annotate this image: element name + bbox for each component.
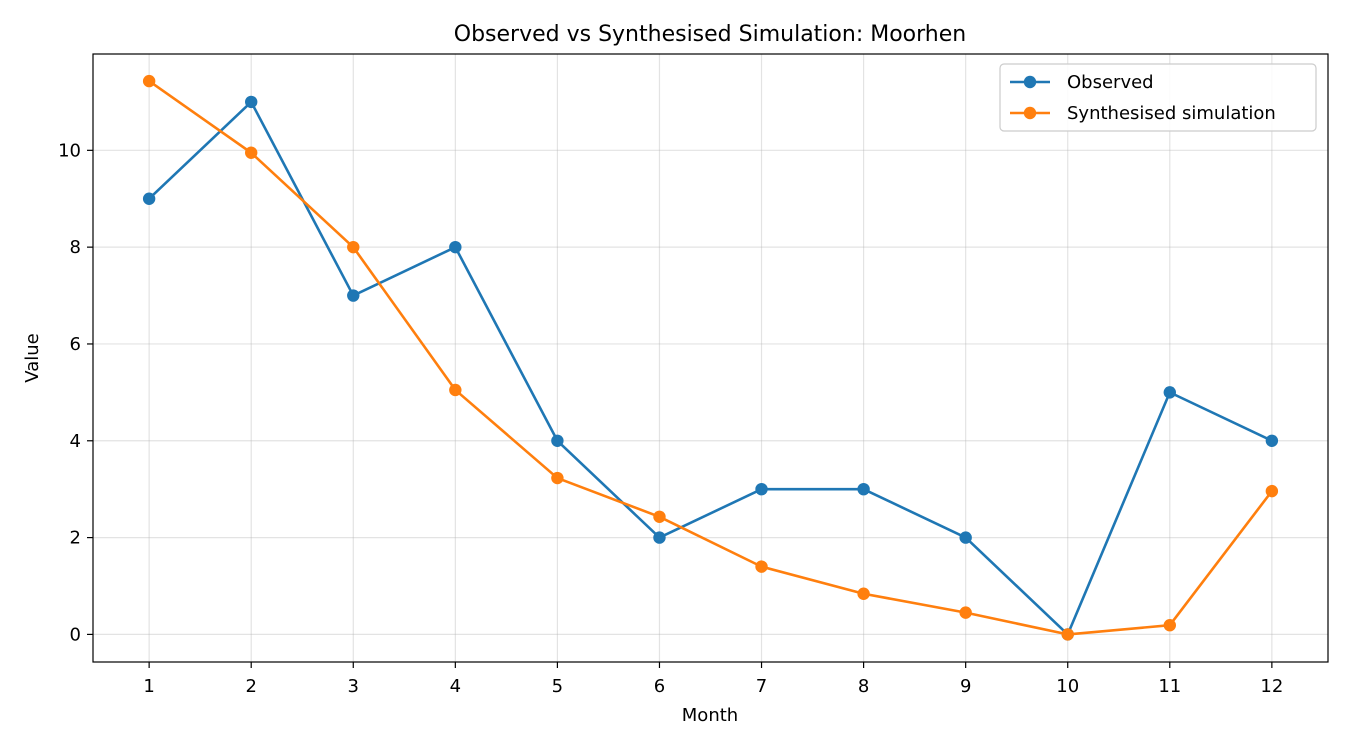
legend-item: Synthesised simulation (1010, 103, 1276, 124)
legend-box (999, 63, 1317, 132)
data-point (653, 510, 666, 523)
data-point (653, 531, 666, 544)
x-tick-label: 7 (756, 676, 767, 697)
x-axis-ticks: 1 2 3 4 5 6 7 8 9 10 11 12 (143, 662, 1283, 697)
y-tick-label: 2 (70, 528, 81, 549)
x-tick-label: 1 (143, 676, 154, 697)
y-tick-label: 8 (70, 237, 81, 258)
data-point (959, 606, 972, 619)
series-line (148, 80, 1273, 636)
data-point (1061, 628, 1074, 641)
data-point (755, 560, 768, 573)
x-tick-label: 8 (858, 676, 869, 697)
x-tick-label: 6 (654, 676, 665, 697)
legend-label: Observed (1067, 72, 1154, 93)
x-axis-label: Month (682, 705, 738, 726)
data-point (1163, 619, 1176, 632)
x-tick-label: 9 (960, 676, 971, 697)
legend-label: Synthesised simulation (1067, 103, 1276, 124)
data-point (449, 240, 462, 254)
y-axis-ticks: 0 2 4 6 8 10 (58, 140, 93, 645)
series-layer (142, 74, 1279, 641)
data-point (245, 95, 258, 109)
data-point (347, 289, 360, 302)
data-point (959, 531, 972, 544)
x-tick-label: 5 (552, 676, 563, 697)
y-tick-label: 10 (58, 140, 81, 161)
data-point (551, 471, 564, 485)
x-tick-label: 12 (1260, 676, 1283, 697)
data-point (245, 146, 258, 159)
y-tick-label: 0 (70, 624, 81, 645)
legend: Observed Synthesised simulation (999, 63, 1317, 132)
y-axis-label: Value (22, 333, 43, 382)
plot-area-frame (92, 53, 1329, 663)
x-tick-label: 3 (348, 676, 359, 697)
data-point (551, 434, 564, 447)
x-tick-label: 10 (1056, 676, 1079, 697)
x-tick-label: 4 (450, 676, 461, 697)
data-point (857, 587, 870, 600)
data-point (1265, 434, 1279, 447)
data-point (449, 383, 462, 397)
legend-marker (1023, 106, 1037, 120)
legend-marker (1023, 75, 1037, 89)
series-line (148, 100, 1273, 636)
y-tick-label: 4 (70, 431, 81, 452)
data-point (1163, 386, 1176, 399)
x-tick-label: 11 (1158, 676, 1181, 697)
grid (93, 54, 1328, 662)
legend-item: Observed (1010, 72, 1154, 93)
x-tick-label: 2 (245, 676, 256, 697)
y-tick-label: 6 (70, 334, 81, 355)
chart-title: Observed vs Synthesised Simulation: Moor… (454, 22, 966, 47)
data-point (1265, 484, 1279, 498)
data-point (755, 482, 768, 496)
data-point (347, 240, 360, 254)
data-point (142, 192, 156, 205)
data-point (857, 482, 870, 496)
series-synthesised-simulation (142, 74, 1279, 641)
data-point (142, 74, 156, 88)
